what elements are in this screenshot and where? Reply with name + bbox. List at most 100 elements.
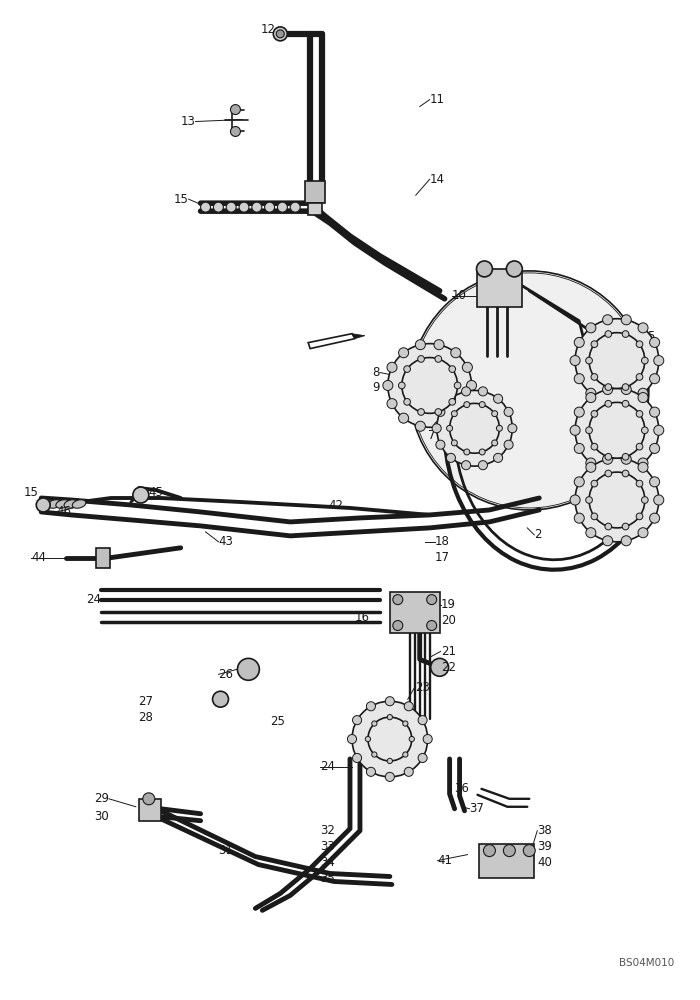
Circle shape <box>388 344 472 427</box>
Circle shape <box>591 374 598 380</box>
Circle shape <box>484 845 496 857</box>
Bar <box>390 592 440 633</box>
Bar <box>477 269 522 307</box>
Circle shape <box>372 752 377 757</box>
Text: 3: 3 <box>642 439 649 452</box>
Circle shape <box>435 356 442 362</box>
Circle shape <box>404 366 410 372</box>
Circle shape <box>574 407 584 417</box>
Circle shape <box>463 362 473 372</box>
Circle shape <box>575 388 659 472</box>
Circle shape <box>504 407 513 416</box>
Text: 37: 37 <box>470 802 484 815</box>
Circle shape <box>404 702 413 711</box>
Circle shape <box>575 319 659 402</box>
Bar <box>139 799 161 821</box>
Text: 16: 16 <box>355 611 370 624</box>
Circle shape <box>636 443 643 450</box>
Text: 46: 46 <box>56 505 71 518</box>
Circle shape <box>605 384 612 390</box>
Circle shape <box>466 380 477 390</box>
Text: 27: 27 <box>138 695 153 708</box>
Circle shape <box>213 691 228 707</box>
Circle shape <box>508 424 517 433</box>
Circle shape <box>638 458 648 468</box>
Circle shape <box>621 454 631 464</box>
Circle shape <box>464 402 470 408</box>
Circle shape <box>586 357 592 364</box>
Circle shape <box>622 400 629 407</box>
Text: 44: 44 <box>32 551 46 564</box>
Circle shape <box>586 528 596 538</box>
Polygon shape <box>352 334 365 339</box>
Circle shape <box>353 753 362 763</box>
Circle shape <box>586 458 596 468</box>
Circle shape <box>237 658 260 680</box>
Circle shape <box>586 388 596 398</box>
Circle shape <box>589 472 645 528</box>
Circle shape <box>447 453 456 462</box>
Circle shape <box>650 407 659 417</box>
Circle shape <box>143 793 155 805</box>
Circle shape <box>415 340 426 350</box>
Text: 35: 35 <box>320 872 335 885</box>
Circle shape <box>591 513 598 520</box>
Circle shape <box>449 403 499 453</box>
Circle shape <box>524 845 536 857</box>
Circle shape <box>650 337 659 347</box>
Text: 17: 17 <box>435 551 449 564</box>
Text: 5: 5 <box>647 330 655 343</box>
Circle shape <box>230 126 240 136</box>
Polygon shape <box>308 334 355 349</box>
Circle shape <box>603 536 612 546</box>
Circle shape <box>575 458 659 542</box>
Circle shape <box>621 384 631 395</box>
Circle shape <box>591 341 598 348</box>
Circle shape <box>589 402 645 458</box>
Circle shape <box>496 425 503 431</box>
Circle shape <box>447 394 456 403</box>
Circle shape <box>480 449 485 455</box>
Circle shape <box>452 411 457 417</box>
Circle shape <box>654 425 664 435</box>
Text: 21: 21 <box>440 645 456 658</box>
Circle shape <box>451 348 461 358</box>
Text: 12: 12 <box>260 23 275 36</box>
Circle shape <box>605 331 612 337</box>
Bar <box>480 844 534 878</box>
Text: 4: 4 <box>642 422 650 435</box>
Circle shape <box>574 337 584 347</box>
Circle shape <box>480 402 485 408</box>
Circle shape <box>603 384 612 395</box>
Circle shape <box>586 393 596 403</box>
Circle shape <box>404 399 410 405</box>
Text: 11: 11 <box>430 93 444 106</box>
Circle shape <box>434 421 444 431</box>
Text: 2: 2 <box>534 528 542 541</box>
Text: 24: 24 <box>86 593 101 606</box>
Text: 9: 9 <box>372 381 380 394</box>
Circle shape <box>402 752 408 757</box>
Circle shape <box>404 767 413 776</box>
Circle shape <box>464 449 470 455</box>
Circle shape <box>353 716 362 725</box>
Circle shape <box>415 421 426 431</box>
Text: 6: 6 <box>428 414 435 427</box>
Circle shape <box>436 407 445 416</box>
Circle shape <box>603 454 612 464</box>
Circle shape <box>435 409 442 415</box>
Circle shape <box>385 772 394 781</box>
Text: 2: 2 <box>627 487 634 500</box>
Circle shape <box>574 477 584 487</box>
Text: 43: 43 <box>218 535 233 548</box>
Circle shape <box>449 399 456 405</box>
Text: 15: 15 <box>23 486 38 499</box>
Circle shape <box>252 202 262 212</box>
Circle shape <box>398 382 405 389</box>
Circle shape <box>452 440 457 446</box>
Circle shape <box>290 202 300 212</box>
Circle shape <box>570 356 580 366</box>
Circle shape <box>591 480 598 487</box>
Circle shape <box>586 497 592 503</box>
Circle shape <box>418 753 427 763</box>
